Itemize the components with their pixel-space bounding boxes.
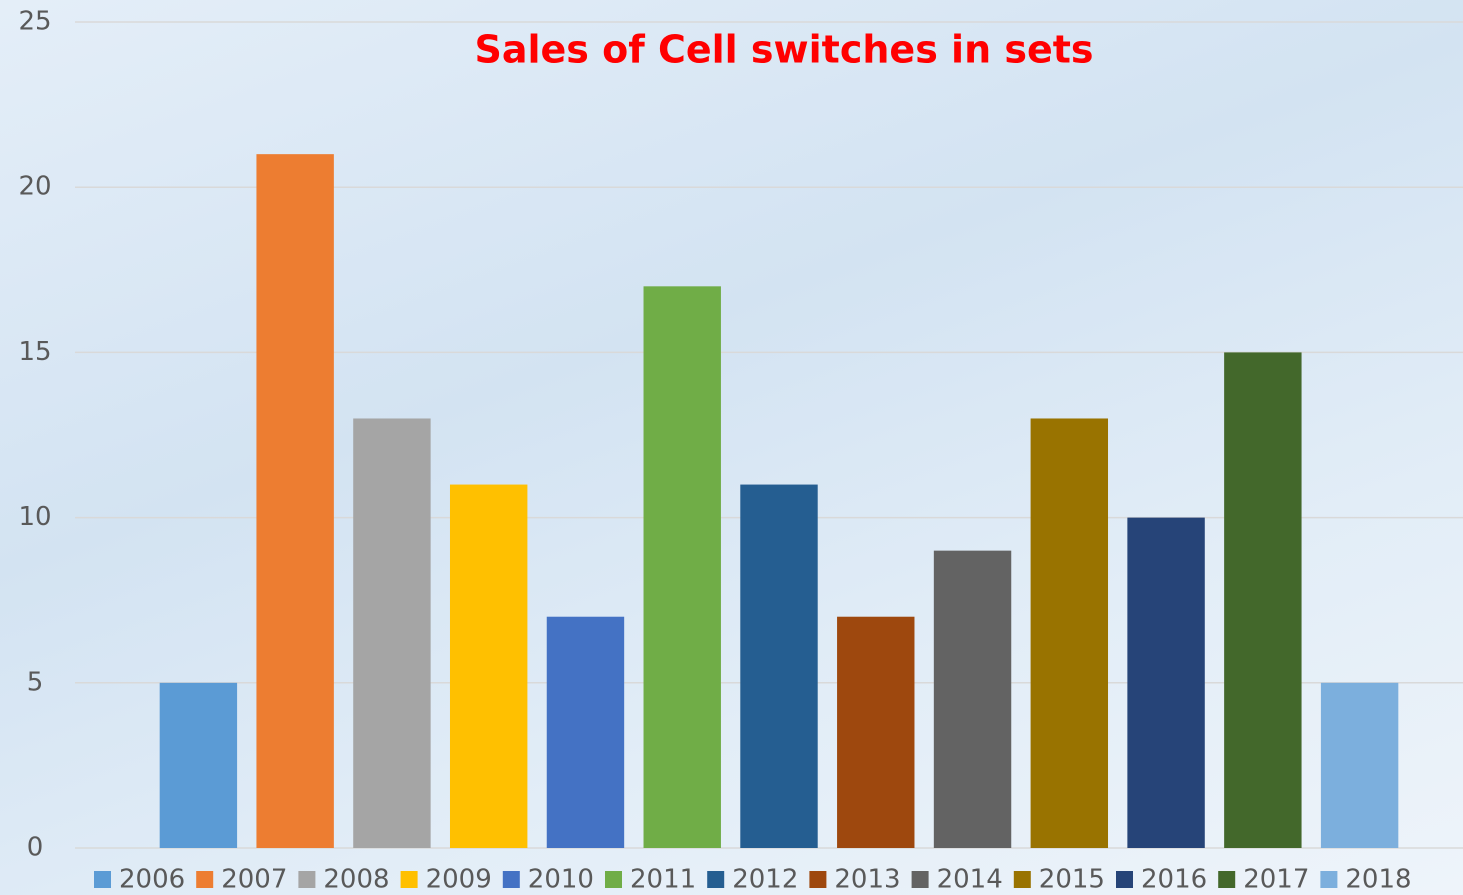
y-tick-label: 5	[27, 667, 44, 697]
legend-swatch	[809, 871, 826, 888]
chart: Sales of Cell switches in sets 0 5 10 15 20 2…	[0, 0, 1463, 895]
y-tick-label: 10	[18, 502, 51, 532]
bar	[1224, 352, 1301, 848]
bar	[934, 551, 1011, 848]
bar	[740, 485, 817, 848]
legend-swatch	[94, 871, 111, 888]
chart-title: Sales of Cell switches in sets	[474, 28, 1093, 72]
y-tick-label: 15	[18, 337, 51, 367]
legend-label: 2017	[1243, 865, 1309, 895]
legend-label: 2007	[221, 865, 287, 895]
legend-label: 2016	[1141, 865, 1207, 895]
bar	[256, 154, 333, 848]
legend-swatch	[1320, 871, 1337, 888]
bar	[1127, 518, 1204, 848]
legend-label: 2010	[528, 865, 594, 895]
bar	[450, 485, 527, 848]
bar	[353, 418, 430, 848]
legend-label: 2009	[426, 865, 492, 895]
legend-label: 2012	[732, 865, 798, 895]
legend-label: 2006	[119, 865, 185, 895]
legend-swatch	[1116, 871, 1133, 888]
legend-label: 2013	[834, 865, 900, 895]
legend-swatch	[912, 871, 929, 888]
bar	[1031, 418, 1108, 848]
page: Sales of Cell switches in sets 0 5 10 15 20 2…	[0, 0, 1463, 895]
legend-swatch	[401, 871, 418, 888]
legend-label: 2011	[630, 865, 696, 895]
legend-swatch	[1014, 871, 1031, 888]
legend-swatch	[298, 871, 315, 888]
legend-swatch	[196, 871, 213, 888]
bar	[160, 683, 237, 848]
legend-label: 2018	[1345, 865, 1411, 895]
legend-label: 2008	[323, 865, 389, 895]
y-tick-label: 25	[18, 7, 51, 37]
bar	[644, 286, 721, 848]
bar	[1321, 683, 1398, 848]
bar	[547, 617, 624, 848]
legend-swatch	[707, 871, 724, 888]
legend-swatch	[605, 871, 622, 888]
legend-label: 2014	[937, 865, 1003, 895]
legend-label: 2015	[1039, 865, 1105, 895]
bar	[837, 617, 914, 848]
y-tick-label: 0	[27, 833, 44, 863]
y-tick-label: 20	[18, 172, 51, 202]
legend-swatch	[503, 871, 520, 888]
legend-swatch	[1218, 871, 1235, 888]
